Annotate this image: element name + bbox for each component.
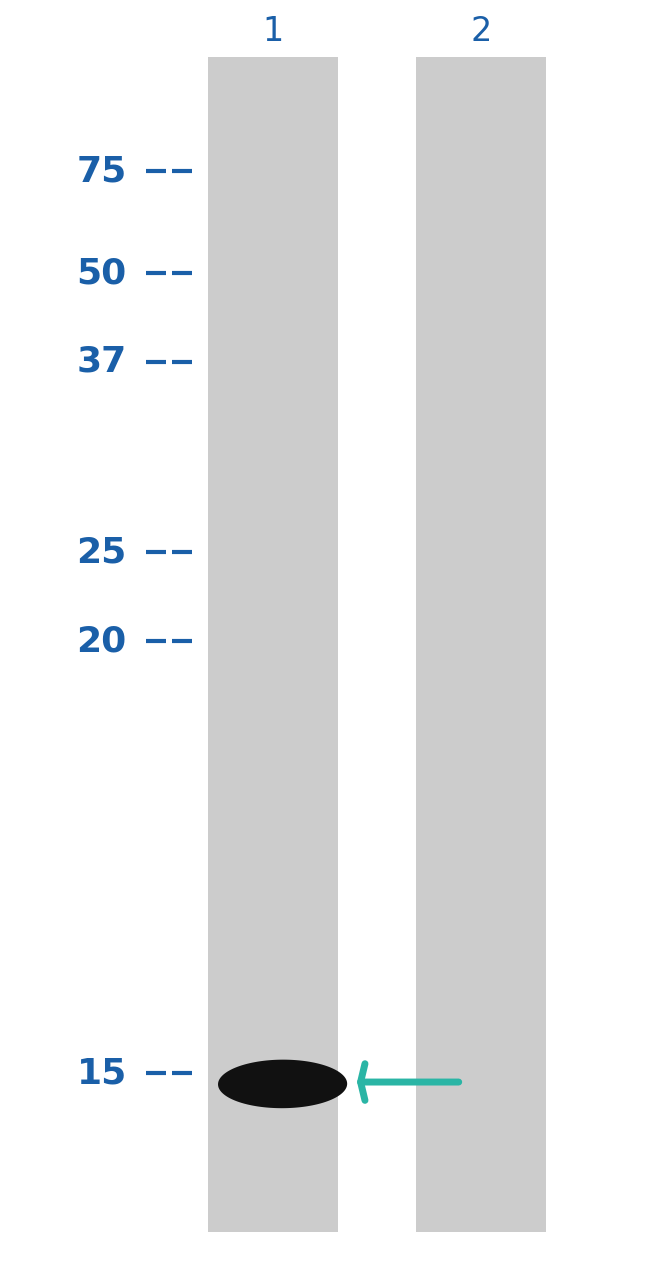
Bar	[416, 57, 546, 1232]
Text: 1: 1	[263, 15, 283, 48]
Text: 2: 2	[471, 15, 491, 48]
Text: 20: 20	[77, 625, 127, 658]
Text: 37: 37	[77, 345, 127, 378]
PathPatch shape	[218, 1059, 347, 1109]
Text: 75: 75	[77, 155, 127, 188]
Bar	[208, 57, 338, 1232]
Text: 15: 15	[77, 1057, 127, 1090]
Text: 25: 25	[77, 536, 127, 569]
Text: 50: 50	[77, 257, 127, 290]
